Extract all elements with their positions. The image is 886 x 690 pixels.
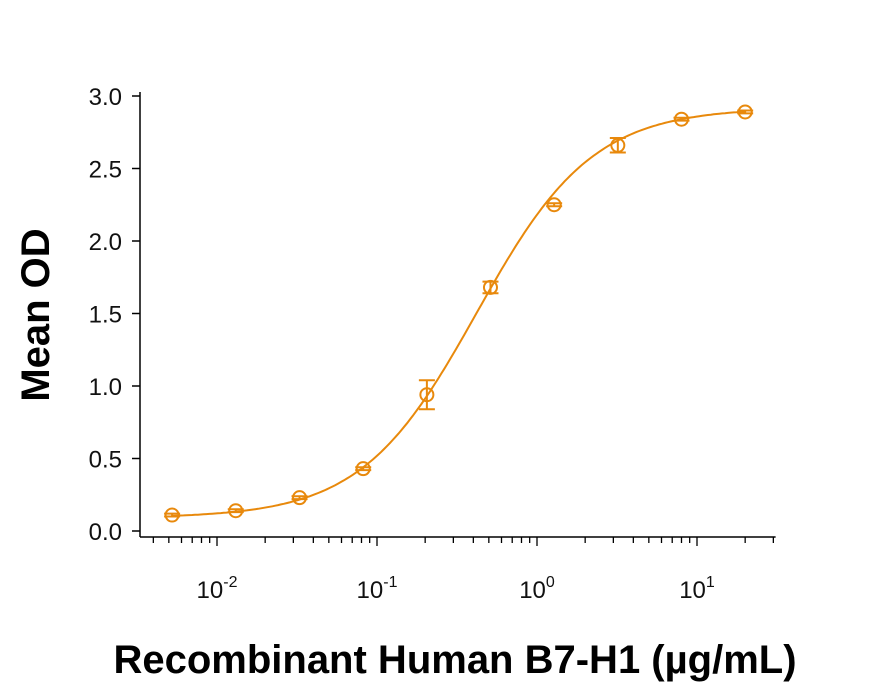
y-tick-label: 0.5 — [89, 447, 122, 474]
x-tick-label: 10-1 — [357, 574, 398, 604]
data-point — [546, 197, 563, 213]
x-tick-exponent: 1 — [706, 574, 715, 591]
data-marker — [292, 490, 308, 506]
x-tick-exponent: 0 — [546, 574, 555, 591]
x-tick-label: 100 — [519, 574, 555, 604]
data-point — [737, 104, 754, 120]
data-point — [482, 279, 499, 295]
data-point — [291, 490, 308, 506]
y-tick-label: 0.0 — [89, 519, 122, 546]
x-tick-base: 10 — [197, 577, 224, 604]
x-tick-label: 10-2 — [197, 574, 238, 604]
y-tick-label: 2.5 — [89, 157, 122, 184]
data-marker — [228, 503, 244, 519]
data-point — [609, 137, 626, 154]
y-tick-label: 3.0 — [89, 84, 122, 111]
data-marker — [673, 111, 689, 127]
y-tick-label: 2.0 — [89, 229, 122, 256]
data-marker — [737, 104, 753, 120]
data-point — [227, 503, 244, 519]
x-tick-base: 10 — [519, 577, 546, 604]
x-axis-title: Recombinant Human B7-H1 (µg/mL) — [113, 638, 796, 682]
x-tick-exponent: -1 — [383, 574, 397, 591]
data-marker — [482, 279, 498, 295]
data-marker — [546, 197, 562, 213]
data-point — [164, 507, 181, 523]
x-tick-base: 10 — [357, 577, 384, 604]
data-point — [418, 379, 435, 411]
x-tick-label: 101 — [679, 574, 715, 604]
fit-curve — [172, 110, 746, 517]
y-tick-label: 1.5 — [89, 302, 122, 329]
x-tick-exponent: -2 — [223, 574, 237, 591]
y-tick-label: 1.0 — [89, 374, 122, 401]
data-point — [355, 461, 372, 477]
fit-curve-group — [172, 110, 746, 517]
x-tick-base: 10 — [679, 577, 706, 604]
data-marker — [164, 507, 180, 523]
data-points — [164, 104, 754, 523]
data-marker — [610, 137, 626, 153]
data-marker — [419, 387, 435, 403]
axes: 0.00.51.01.52.02.53.010-2 10-1 100 101 — [89, 84, 776, 604]
data-marker — [355, 461, 371, 477]
data-point — [673, 111, 690, 127]
y-axis-title: Mean OD — [14, 228, 58, 401]
